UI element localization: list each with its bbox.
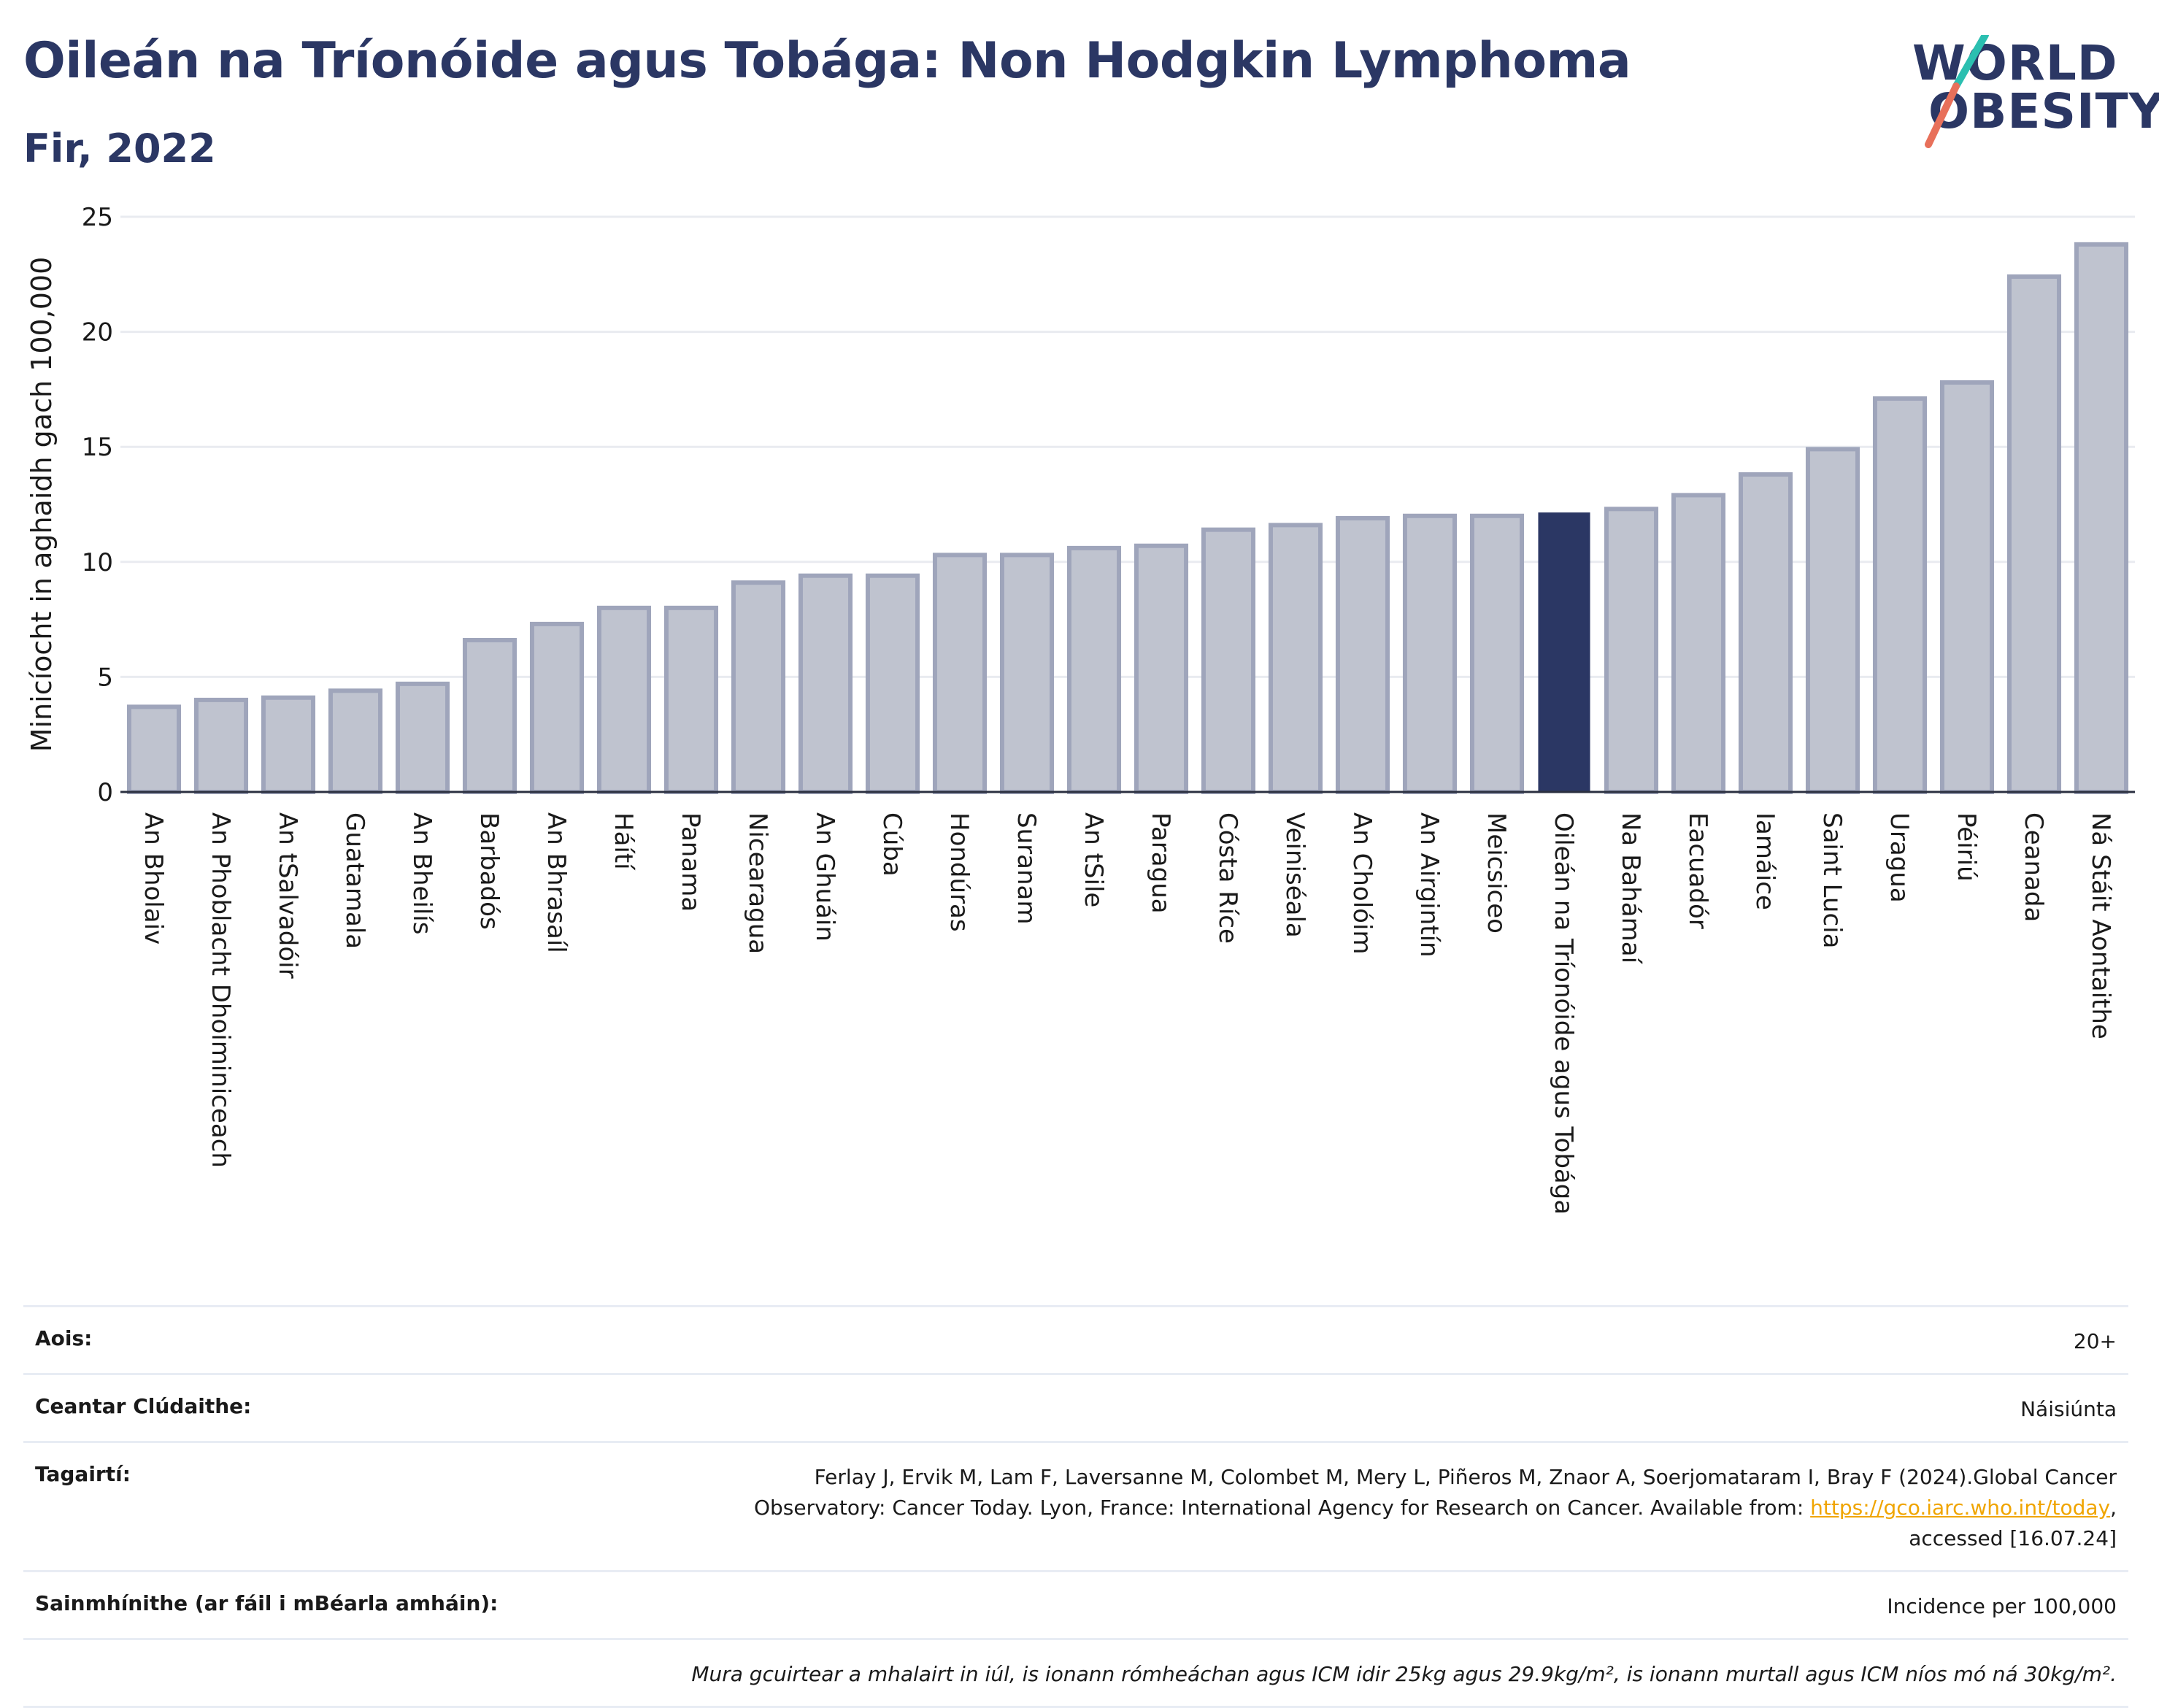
bar <box>1939 380 1995 794</box>
bar <box>1066 545 1122 794</box>
bar <box>2006 274 2062 794</box>
x-tick-label: Suranam <box>1012 812 1041 924</box>
x-tick-label: An Ghuáin <box>810 812 839 942</box>
logo-word-world: WORLD <box>1912 35 2118 91</box>
info-row-note: Mura gcuirtear a mhalairt in iúl, is ion… <box>23 1638 2128 1708</box>
x-tick-label: An Bholaiv <box>139 812 168 945</box>
x-tick-label: An Airgintín <box>1415 812 1444 958</box>
bar <box>1469 513 1525 794</box>
x-tick-label: Péiriú <box>1952 812 1981 882</box>
bar <box>932 553 988 794</box>
y-tick-label: 0 <box>97 778 113 807</box>
x-tick-label: Saint Lucia <box>1817 812 1847 948</box>
bar <box>731 580 786 795</box>
x-tick-label: Ceanada <box>2019 812 2048 922</box>
x-tick-label: Panama <box>676 812 705 912</box>
references-line2-end: , <box>2110 1496 2117 1520</box>
y-tick-label: 20 <box>82 318 113 347</box>
bar <box>1134 543 1189 795</box>
x-tick-label: Cúba <box>877 812 907 877</box>
x-tick-label: Ná Stáit Aontaithe <box>2086 812 2115 1039</box>
bar <box>126 704 182 794</box>
definitions-value: Incidence per 100,000 <box>1887 1594 2117 1618</box>
x-tick-label: Eacuadór <box>1683 812 1712 929</box>
y-tick-label: 15 <box>82 433 113 462</box>
footnote: Mura gcuirtear a mhalairt in iúl, is ion… <box>691 1662 2117 1686</box>
info-table: Aois: 20+ Ceantar Clúdaithe: Náisiúnta T… <box>23 1305 2128 1708</box>
area-label: Ceantar Clúdaithe: <box>35 1394 252 1418</box>
bar <box>1201 527 1256 794</box>
age-value: 20+ <box>2073 1329 2117 1353</box>
x-tick-label: An Bhrasaíl <box>542 812 571 953</box>
bar <box>1872 396 1928 794</box>
x-tick-label: Meicsiceo <box>1482 812 1511 934</box>
x-tick-label: Na Bahámaí <box>1616 812 1645 965</box>
x-tick-label: Uragua <box>1885 812 1914 903</box>
bar <box>261 695 316 794</box>
references-value: Ferlay J, Ervik M, Lam F, Laversanne M, … <box>754 1462 2117 1554</box>
bar-chart: 0 5 10 15 20 25 Minicíocht in aghaidh gach 100… <box>26 203 2135 1215</box>
bar <box>193 697 249 794</box>
references-label: Tagairtí: <box>35 1462 131 1486</box>
chart-title: Oileán na Tríonóide agus Tobága: Non Hod… <box>23 32 1631 90</box>
y-tick-label: 10 <box>82 548 113 577</box>
bar <box>1604 507 1659 795</box>
references-line3: accessed [16.07.24] <box>1909 1526 2117 1550</box>
bar <box>663 605 719 795</box>
bar <box>596 605 652 795</box>
y-axis-title: Minicíocht in aghaidh gach 100,000 <box>26 257 58 753</box>
bar <box>798 573 853 794</box>
bar <box>1805 447 1860 794</box>
info-row-references: Tagairtí: Ferlay J, Ervik M, Lam F, Lave… <box>23 1441 2128 1570</box>
bar <box>865 573 920 794</box>
references-line1: Ferlay J, Ervik M, Lam F, Laversanne M, … <box>814 1465 2117 1489</box>
info-row-area: Ceantar Clúdaithe: Náisiúnta <box>23 1373 2128 1441</box>
bar <box>529 621 585 794</box>
world-obesity-logo: WORLD OBESITY <box>1912 35 2159 152</box>
bar <box>1538 512 1590 793</box>
x-tick-label: Guatamala <box>340 812 369 949</box>
bar <box>328 688 383 795</box>
bar <box>395 681 450 795</box>
bar <box>1402 513 1458 794</box>
x-tick-label: An Cholóim <box>1347 812 1377 955</box>
x-tick-label: Barbadós <box>474 812 504 930</box>
x-tick-label: Iamáice <box>1750 812 1779 910</box>
x-tick-label: Oileán na Tríonóide agus Tobága <box>1549 812 1578 1215</box>
y-tick-label: 25 <box>82 203 113 232</box>
x-tick-label: Nicearagua <box>743 812 772 954</box>
info-row-definitions: Sainmhínithe (ar fáil i mBéarla amháin):… <box>23 1570 2128 1638</box>
bar <box>999 553 1055 794</box>
x-tick-label: Paragua <box>1146 812 1175 914</box>
bar <box>2074 242 2129 795</box>
bar <box>1738 472 1793 794</box>
chart-subtitle: Fir, 2022 <box>23 126 216 172</box>
x-tick-label: Háítí <box>609 812 638 871</box>
logo-word-obesity: OBESITY <box>1928 83 2159 139</box>
info-row-age: Aois: 20+ <box>23 1305 2128 1373</box>
x-tick-label: An Bheilís <box>407 812 436 934</box>
y-tick-label: 5 <box>97 663 113 692</box>
logo-slash-icon <box>1925 35 1989 148</box>
x-tick-label: An tSile <box>1079 812 1108 907</box>
age-label: Aois: <box>35 1326 93 1350</box>
bar <box>462 637 517 795</box>
bar <box>1268 523 1323 794</box>
references-line2: Observatory: Cancer Today. Lyon, France:… <box>753 1496 1811 1520</box>
definitions-label: Sainmhínithe (ar fáil i mBéarla amháin): <box>35 1591 499 1615</box>
x-tick-label: Veiniséala <box>1280 812 1309 938</box>
bar <box>1671 493 1726 795</box>
x-tick-label: An Phoblacht Dhoiminiceach <box>206 812 235 1168</box>
x-tick-label: Hondúras <box>944 812 974 932</box>
references-link[interactable]: https://gco.iarc.who.int/today <box>1810 1496 2111 1520</box>
bar <box>1335 515 1390 794</box>
x-tick-label: An tSalvadóir <box>273 812 302 979</box>
area-value: Náisiúnta <box>2020 1397 2117 1421</box>
x-tick-label: Cósta Ríce <box>1213 812 1242 944</box>
